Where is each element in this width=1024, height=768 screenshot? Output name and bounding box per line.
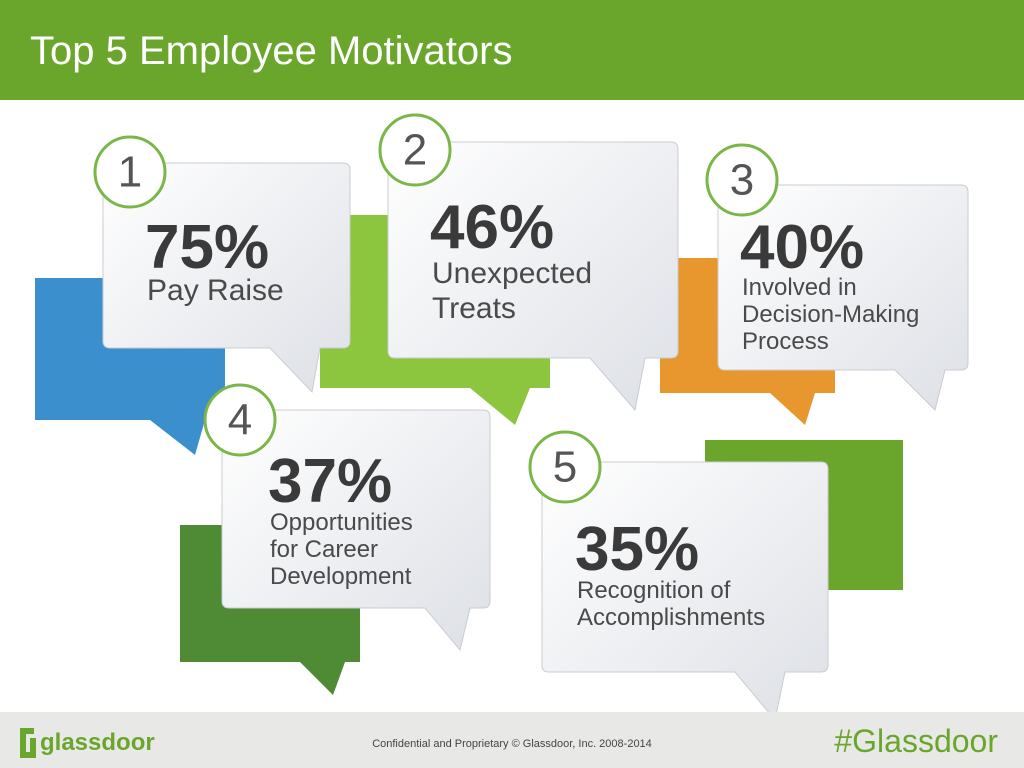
percent: 46% [430,193,554,262]
percent: 40% [740,213,864,282]
label: Involved in [742,274,857,301]
confidential: Confidential and Proprietary © Glassdoor… [372,738,652,750]
rank: 2 [403,126,427,175]
rank: 4 [228,396,252,445]
header-bar [0,0,1024,100]
label: Recognition of [577,577,731,604]
title: Top 5 Employee Motivators [30,29,512,73]
rank: 5 [553,443,577,492]
label: Treats [432,292,516,325]
rank-circle [705,143,779,217]
label: Process [742,328,829,355]
rank-circle [203,383,277,457]
rank-circle [93,135,167,209]
percent: 35% [575,515,699,584]
percent: 75% [145,213,269,282]
rank-circle [528,430,602,504]
logo: glassdoor [40,729,155,756]
hashtag: #Glassdoor [834,723,998,759]
footer-bar [0,712,1024,768]
rank: 1 [118,148,142,197]
rank-circle [378,113,452,187]
label: Unexpected [432,257,592,290]
label: Accomplishments [577,604,765,631]
percent: 37% [268,447,392,516]
logo-icon [20,728,36,758]
label: Pay Raise [147,274,284,307]
label: Development [270,563,412,590]
label: Decision-Making [742,301,919,328]
rank: 3 [730,156,754,205]
label: for Career [270,536,378,563]
label: Opportunities [270,509,413,536]
